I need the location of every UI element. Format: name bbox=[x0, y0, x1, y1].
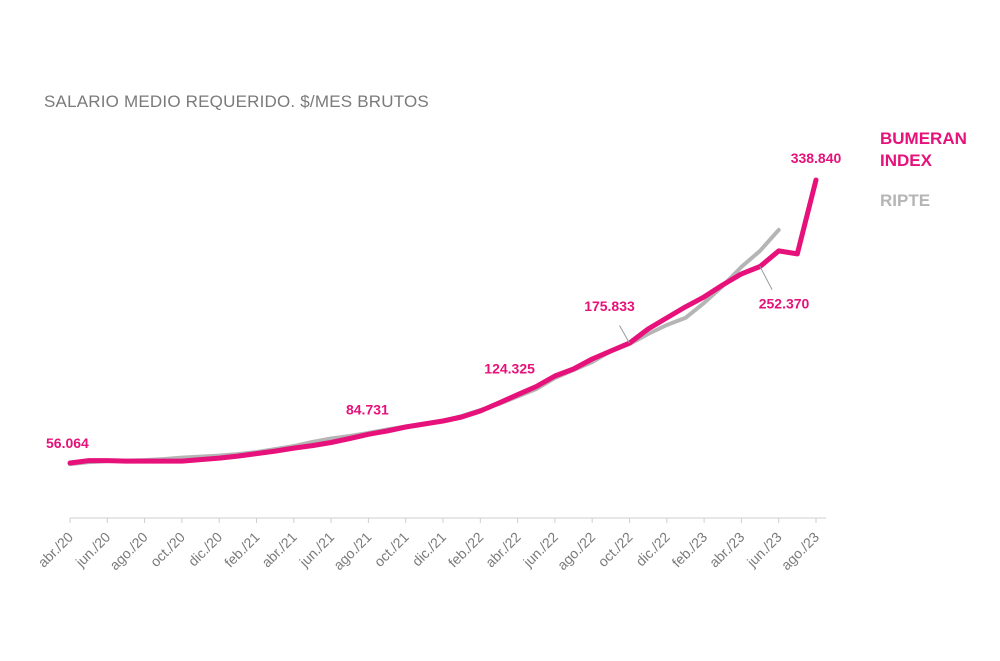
x-tick-label: ago./21 bbox=[330, 529, 374, 573]
x-tick-label: jun./21 bbox=[295, 529, 337, 571]
x-tick-label: oct./21 bbox=[371, 529, 412, 570]
x-tick-label: abr./22 bbox=[482, 529, 524, 571]
x-tick-label: dic./21 bbox=[409, 529, 450, 570]
legend-item-bumeran: BUMERAN INDEX bbox=[880, 129, 967, 170]
chart-title: SALARIO MEDIO REQUERIDO. $/MES BRUTOS bbox=[44, 92, 429, 111]
x-tick-label: oct./20 bbox=[147, 529, 188, 570]
x-tick-label: ago./22 bbox=[554, 529, 598, 573]
x-tick-label: jun./23 bbox=[743, 529, 785, 571]
data-label: 175.833 bbox=[584, 298, 635, 314]
x-tick-label: feb./22 bbox=[445, 529, 487, 571]
x-tick-label: oct./22 bbox=[595, 529, 636, 570]
data-label: 56.064 bbox=[46, 435, 89, 451]
x-tick-label: jun./20 bbox=[72, 529, 114, 571]
x-tick-label: ago./23 bbox=[778, 529, 822, 573]
x-tick-label: feb./23 bbox=[669, 529, 711, 571]
data-label: 252.370 bbox=[759, 296, 810, 312]
data-label: 124.325 bbox=[484, 361, 535, 377]
annotation-leader bbox=[759, 266, 773, 290]
series-line-ripte bbox=[68, 227, 781, 467]
x-tick-label: abr./23 bbox=[706, 529, 748, 571]
x-tick-label: jun./22 bbox=[519, 529, 561, 571]
legend-item-ripte: RIPTE bbox=[880, 191, 931, 210]
x-tick-label: feb./21 bbox=[221, 529, 263, 571]
legend: BUMERAN INDEX RIPTE bbox=[880, 128, 990, 212]
x-tick-label: dic./22 bbox=[632, 529, 673, 570]
x-tick-label: dic./20 bbox=[185, 529, 226, 570]
x-axis: abr./20jun./20ago./20oct./20dic./20feb./… bbox=[35, 517, 826, 573]
annotation-layer: 56.064 84.731 124.325 175.833 252.370 338.840 bbox=[46, 150, 842, 451]
data-label: 84.731 bbox=[346, 401, 389, 417]
annotation-leader bbox=[619, 325, 630, 344]
x-tick-label: abr./20 bbox=[35, 529, 77, 571]
series-layer bbox=[67, 177, 819, 467]
data-label: 338.840 bbox=[791, 150, 842, 166]
x-tick-label: abr./21 bbox=[258, 529, 300, 571]
series-line-bumeran bbox=[67, 177, 819, 466]
x-tick-label: ago./20 bbox=[106, 529, 150, 573]
